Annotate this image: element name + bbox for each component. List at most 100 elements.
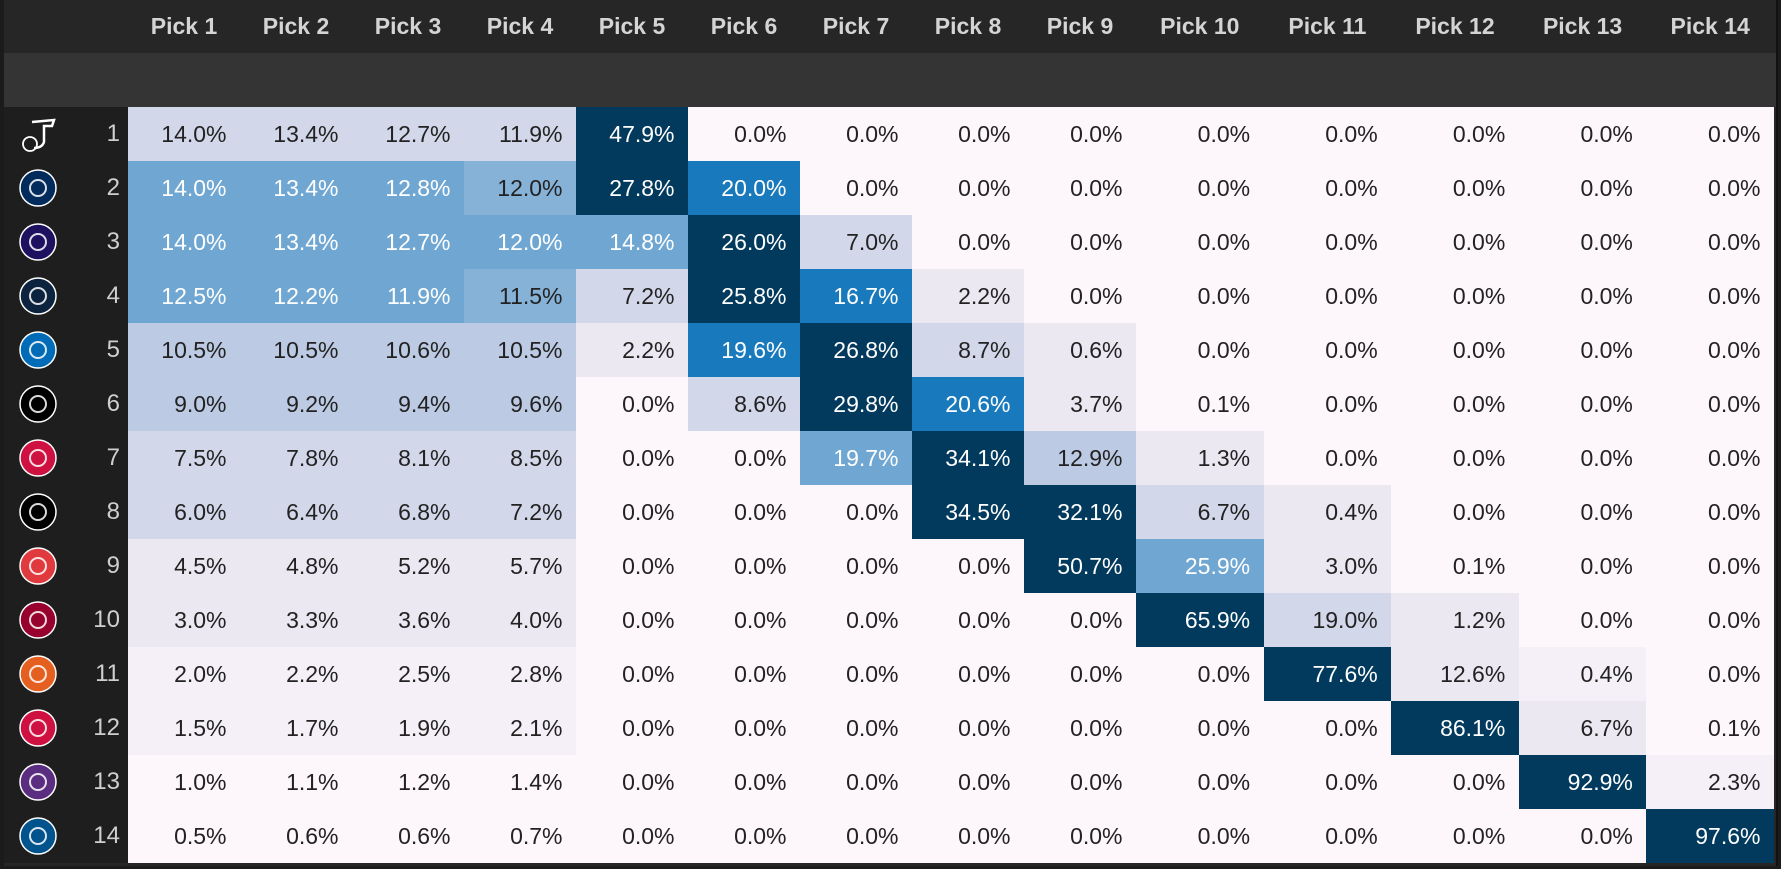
heatmap-cell: 0.0% bbox=[1263, 107, 1392, 161]
table-row: 12 1.5% 1.7% 1.9% 2.1% 0.0% 0.0% 0.0% 0.0% 0.0% 0.… bbox=[4, 701, 1775, 755]
heatmap-cell: 8.5% bbox=[464, 431, 577, 485]
heatmap-cell: 0.0% bbox=[1263, 377, 1392, 431]
heatmap-cell: 3.0% bbox=[1263, 539, 1392, 593]
heatmap-cell: 0.0% bbox=[1518, 269, 1647, 323]
heatmap-cell: 3.7% bbox=[1024, 377, 1137, 431]
row-label: 3 bbox=[4, 215, 128, 269]
heatmap-cell: 0.0% bbox=[576, 485, 689, 539]
column-header-pick-6[interactable]: Pick 6 bbox=[710, 13, 778, 39]
seed-number: 4 bbox=[106, 282, 120, 309]
heatmap-cell: 0.0% bbox=[1136, 701, 1265, 755]
heatmap-cell: 0.0% bbox=[1518, 215, 1647, 269]
column-header-pick-5[interactable]: Pick 5 bbox=[598, 13, 666, 39]
heatmap-cell: 16.7% bbox=[800, 269, 913, 323]
heatmap-cell: 6.7% bbox=[1136, 485, 1265, 539]
heatmap-cell: 0.0% bbox=[912, 647, 1025, 701]
heatmap-cell: 26.0% bbox=[688, 215, 801, 269]
table-row: 5 10.5% 10.5% 10.6% 10.5% 2.2% 19.6% 26.8% 8.7% 0… bbox=[4, 323, 1775, 377]
row-label: 14 bbox=[4, 809, 128, 863]
heatmap-cell: 2.8% bbox=[464, 647, 577, 701]
heatmap-cell: 0.0% bbox=[800, 755, 913, 809]
wizards-logo-icon bbox=[18, 168, 58, 208]
kings-logo-icon bbox=[18, 762, 58, 802]
column-header-pick-3[interactable]: Pick 3 bbox=[374, 13, 442, 39]
table-row: 11 2.0% 2.2% 2.5% 2.8% 0.0% 0.0% 0.0% 0.0% 0.0% 0.… bbox=[4, 647, 1775, 701]
heatmap-cell: 7.5% bbox=[128, 431, 241, 485]
heatmap-cell: 0.0% bbox=[576, 809, 689, 863]
heatmap-cell: 32.1% bbox=[1024, 485, 1137, 539]
column-header-pick-10[interactable]: Pick 10 bbox=[1160, 13, 1240, 39]
heatmap-cell: 0.0% bbox=[800, 809, 913, 863]
column-header-pick-11[interactable]: Pick 11 bbox=[1288, 13, 1367, 39]
hornets-logo-icon bbox=[18, 222, 58, 262]
heatmap-cell: 10.5% bbox=[240, 323, 353, 377]
nets-logo-icon bbox=[18, 384, 58, 424]
pelicans-logo-icon bbox=[18, 276, 58, 316]
column-header-pick-7[interactable]: Pick 7 bbox=[822, 13, 890, 39]
column-header-pick-8[interactable]: Pick 8 bbox=[934, 13, 1002, 39]
row-label: 9 bbox=[4, 539, 128, 593]
table-row: 10 3.0% 3.3% 3.6% 4.0% 0.0% 0.0% 0.0% 0.0% 0.0% 65… bbox=[4, 593, 1775, 647]
heatmap-cell: 10.5% bbox=[128, 323, 241, 377]
heatmap-cell: 11.5% bbox=[464, 269, 577, 323]
heatmap-cell: 0.0% bbox=[688, 647, 801, 701]
heatmap-cell: 9.0% bbox=[128, 377, 241, 431]
heatmap-cell: 0.0% bbox=[1518, 539, 1647, 593]
heatmap-cell: 1.0% bbox=[128, 755, 241, 809]
heatmap-cell: 6.0% bbox=[128, 485, 241, 539]
heatmap-cell: 12.0% bbox=[464, 215, 577, 269]
seed-number: 14 bbox=[93, 822, 120, 849]
mavericks-logo-icon bbox=[18, 816, 58, 856]
heatmap-cell: 20.6% bbox=[912, 377, 1025, 431]
heatmap-cell: 0.0% bbox=[576, 701, 689, 755]
heatmap-cell: 0.0% bbox=[688, 431, 801, 485]
column-header-pick-9[interactable]: Pick 9 bbox=[1046, 13, 1114, 39]
heatmap-cell: 47.9% bbox=[576, 107, 689, 161]
column-header-pick-2[interactable]: Pick 2 bbox=[262, 13, 330, 39]
heatmap-cell: 2.2% bbox=[240, 647, 353, 701]
column-header-pick-1[interactable]: Pick 1 bbox=[150, 13, 218, 39]
heatmap-cell: 2.1% bbox=[464, 701, 577, 755]
heatmap-cell: 10.6% bbox=[352, 323, 465, 377]
heatmap-cell: 0.0% bbox=[1646, 323, 1775, 377]
seed-number: 7 bbox=[106, 444, 120, 471]
table-row: 1 14.0% 13.4% 12.7% 11.9% 47.9% 0.0% 0.0% 0.0% 0.… bbox=[4, 107, 1775, 161]
column-header-pick-13[interactable]: Pick 13 bbox=[1542, 13, 1623, 39]
heatmap-cell: 0.0% bbox=[1391, 485, 1520, 539]
heatmap-cell: 92.9% bbox=[1518, 755, 1647, 809]
heatmap-cell: 0.0% bbox=[1518, 485, 1647, 539]
heatmap-cell: 6.4% bbox=[240, 485, 353, 539]
heatmap-cell: 0.0% bbox=[576, 539, 689, 593]
heatmap-cell: 0.0% bbox=[1518, 593, 1647, 647]
table-row: 14 0.5% 0.6% 0.6% 0.7% 0.0% 0.0% 0.0% 0.0% 0.0% 0.… bbox=[4, 809, 1775, 863]
heatmap-cell: 0.0% bbox=[688, 755, 801, 809]
heat-logo-icon bbox=[18, 600, 58, 640]
heatmap-cell: 7.8% bbox=[240, 431, 353, 485]
heatmap-cell: 0.0% bbox=[1024, 107, 1137, 161]
heatmap-cell: 0.0% bbox=[1391, 215, 1520, 269]
heatmap-cell: 9.2% bbox=[240, 377, 353, 431]
heatmap-cell: 0.0% bbox=[1136, 161, 1265, 215]
heatmap-cell: 0.0% bbox=[1263, 215, 1392, 269]
heatmap-cell: 0.0% bbox=[1263, 323, 1392, 377]
heatmap-cell: 1.5% bbox=[128, 701, 241, 755]
heatmap-cell: 65.9% bbox=[1136, 593, 1265, 647]
heatmap-cell: 11.9% bbox=[464, 107, 577, 161]
heatmap-cell: 0.0% bbox=[1518, 431, 1647, 485]
heatmap-cell: 14.8% bbox=[576, 215, 689, 269]
heatmap-cell: 0.0% bbox=[688, 593, 801, 647]
suns-logo-icon bbox=[18, 654, 58, 694]
heatmap-cell: 12.0% bbox=[464, 161, 577, 215]
heatmap-cell: 0.0% bbox=[912, 755, 1025, 809]
heatmap-cell: 0.0% bbox=[1646, 269, 1775, 323]
column-header-pick-4[interactable]: Pick 4 bbox=[486, 13, 554, 39]
row-label: 4 bbox=[4, 269, 128, 323]
column-header-pick-12[interactable]: Pick 12 bbox=[1415, 13, 1495, 39]
heatmap-cell: 0.0% bbox=[1646, 431, 1775, 485]
heatmap-cell: 12.8% bbox=[352, 161, 465, 215]
seed-number: 10 bbox=[93, 606, 120, 633]
column-header-pick-14[interactable]: Pick 14 bbox=[1670, 13, 1750, 39]
heatmap-cell: 1.9% bbox=[352, 701, 465, 755]
heatmap-cell: 0.0% bbox=[1391, 161, 1520, 215]
seed-number: 6 bbox=[106, 390, 120, 417]
